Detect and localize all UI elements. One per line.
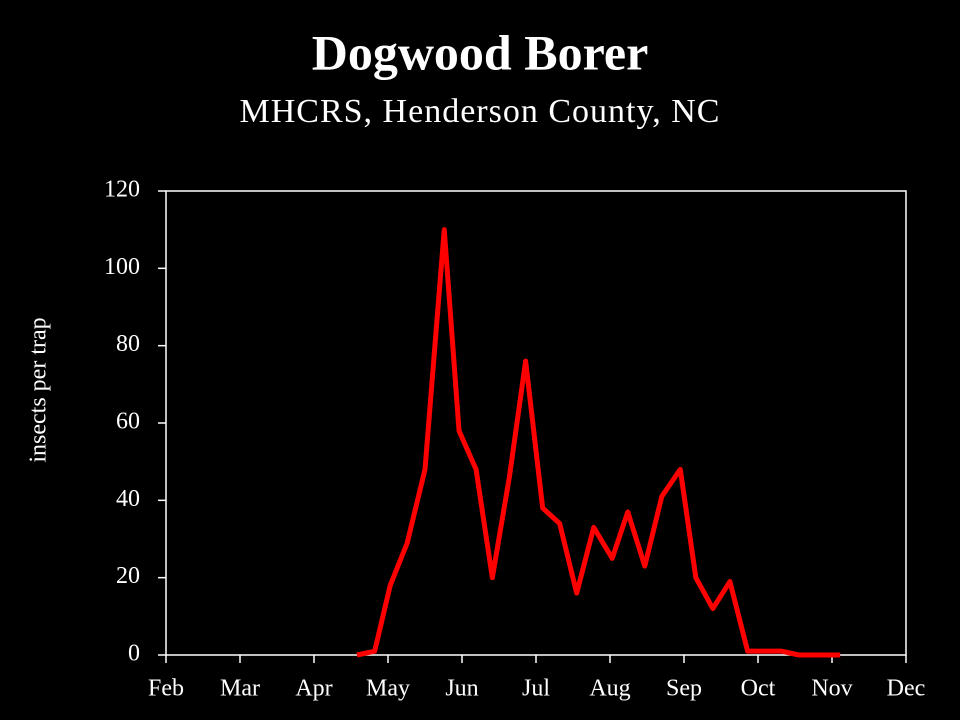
y-tick-label: 0 — [128, 641, 140, 667]
y-tick-label: 80 — [116, 331, 140, 357]
y-tick-label: 20 — [116, 563, 140, 589]
y-tick-label: 120 — [104, 177, 140, 203]
chart-subtitle: MHCRS, Henderson County, NC — [240, 93, 721, 130]
x-tick-label: Apr — [295, 676, 332, 702]
y-tick-label: 40 — [116, 486, 140, 512]
x-tick-label: Jun — [445, 676, 478, 702]
x-tick-label: Nov — [811, 676, 852, 702]
data-line — [356, 227, 841, 658]
plot-frame — [165, 190, 907, 656]
x-tick-label: Feb — [148, 676, 184, 702]
x-tick-label: May — [366, 676, 410, 702]
x-tick-label: Aug — [589, 676, 630, 702]
y-tick-label: 100 — [104, 254, 140, 280]
y-tick-label: 60 — [116, 409, 140, 435]
x-tick-label: Oct — [741, 676, 776, 702]
chart-title: Dogwood Borer — [312, 24, 649, 80]
x-tick-label: Mar — [220, 676, 260, 702]
y-axis-label: insects per trap — [26, 317, 52, 462]
x-tick-label: Dec — [887, 676, 926, 702]
x-tick-label: Jul — [522, 676, 550, 702]
x-tick-label: Sep — [666, 676, 702, 702]
